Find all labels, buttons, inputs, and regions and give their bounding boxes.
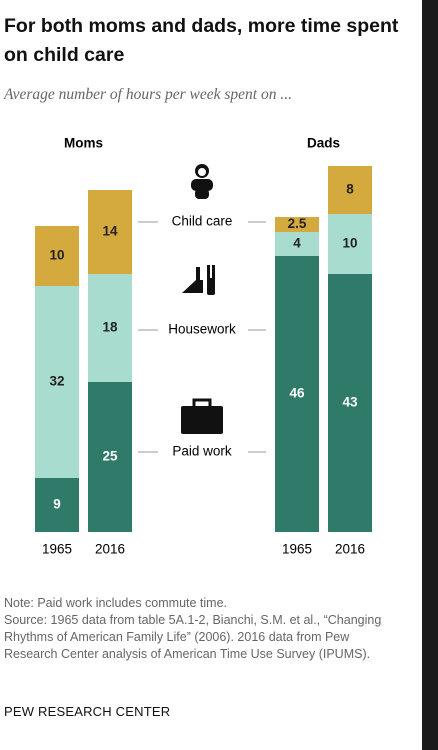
baby-icon	[191, 164, 213, 199]
chart-title: For both moms and dads, more time spent …	[4, 15, 399, 66]
panel-title: Dads	[307, 136, 340, 151]
value-label: 25	[102, 449, 118, 464]
briefcase-icon	[181, 398, 223, 434]
series-label: Child care	[172, 214, 233, 229]
value-label: 32	[49, 374, 64, 389]
x-tick-label: 1965	[42, 542, 72, 557]
bar-segment	[275, 232, 319, 256]
bar-segment	[275, 256, 319, 532]
screen-edge	[422, 0, 438, 750]
bar-segment	[328, 166, 372, 214]
x-tick-label: 2016	[95, 542, 125, 557]
chart-subtitle: Average number of hours per week spent o…	[4, 86, 292, 103]
value-label: 2.5	[288, 216, 307, 231]
bar-segment	[35, 478, 79, 532]
bar-segment	[35, 226, 79, 286]
x-tick-label: 2016	[335, 542, 365, 557]
chart: Moms Dads 1965 9 32 10 2016 25 18 14 1965 46 4 2.5 201…	[35, 136, 372, 557]
bar-segment	[88, 190, 132, 274]
series-label: Housework	[168, 322, 236, 337]
value-label: 14	[102, 224, 118, 239]
value-label: 10	[342, 236, 357, 251]
bar-segment	[328, 214, 372, 274]
panel-title: Moms	[64, 136, 103, 151]
x-tick-label: 1965	[282, 542, 312, 557]
value-label: 46	[289, 386, 305, 401]
series-label: Paid work	[172, 444, 232, 459]
bar-segment	[88, 274, 132, 382]
credit: PEW RESEARCH CENTER	[4, 704, 171, 719]
notes: Note: Paid work includes commute time. S…	[4, 595, 399, 663]
note: Note: Paid work includes commute time.	[4, 596, 228, 610]
bar-segment	[328, 274, 372, 532]
value-label: 18	[102, 320, 118, 335]
housework-icon	[182, 265, 215, 295]
value-label: 4	[293, 236, 301, 251]
bar-segment	[35, 286, 79, 478]
value-label: 10	[49, 248, 64, 263]
value-label: 8	[346, 182, 354, 197]
value-label: 9	[53, 497, 61, 512]
value-label: 43	[342, 395, 358, 410]
source: Source: 1965 data from table 5A.1-2, Bia…	[4, 613, 382, 661]
bar-segment	[88, 382, 132, 532]
bar-segment	[275, 217, 319, 232]
